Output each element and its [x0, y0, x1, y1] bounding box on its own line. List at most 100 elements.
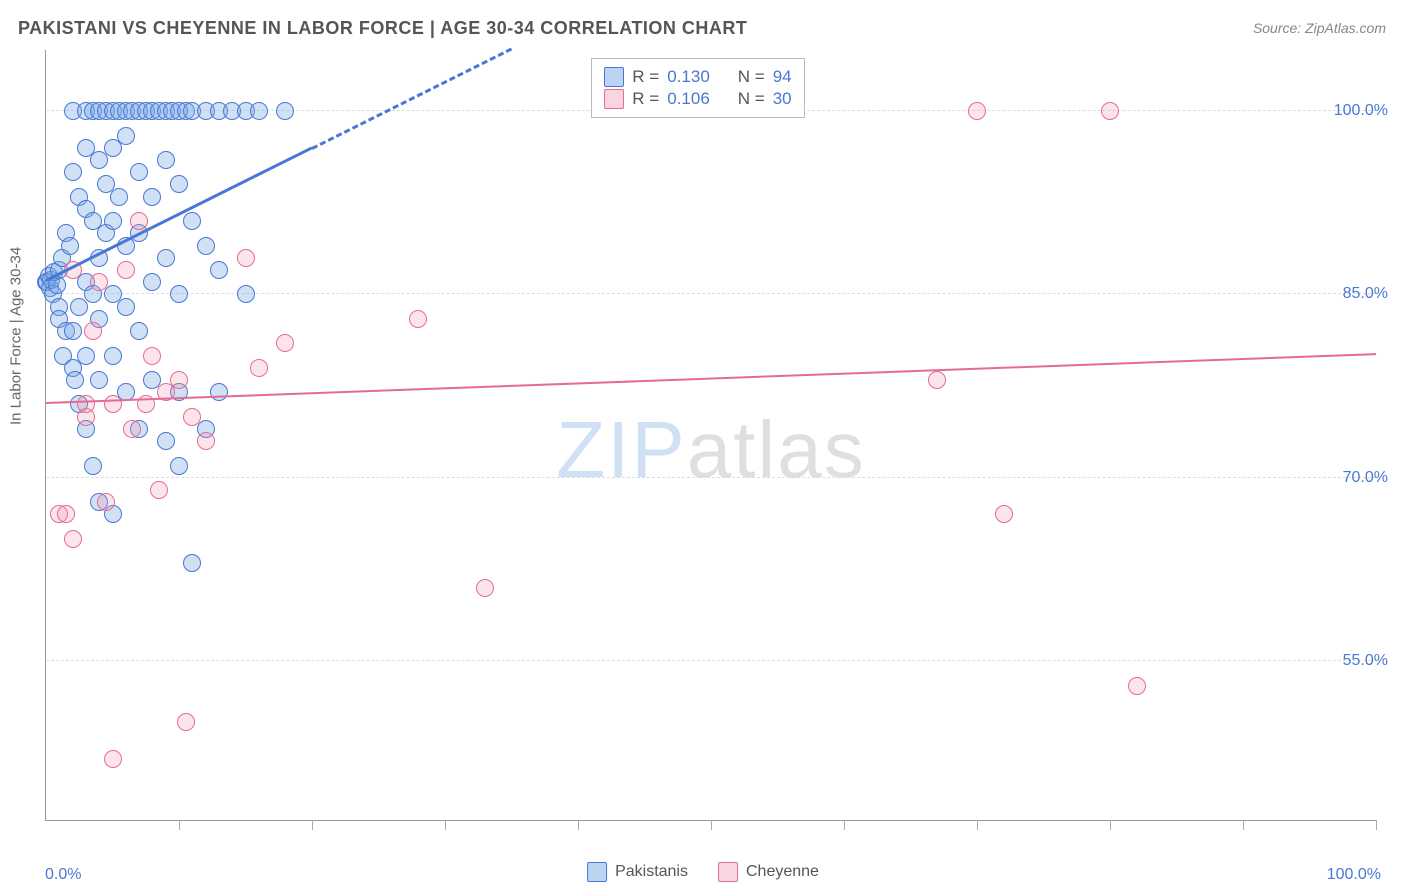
data-point [250, 102, 268, 120]
data-point [64, 530, 82, 548]
data-point [250, 359, 268, 377]
data-point [104, 347, 122, 365]
y-tick-label: 55.0% [1343, 652, 1388, 670]
data-point [64, 163, 82, 181]
r-label: R = [632, 67, 659, 87]
data-point [210, 261, 228, 279]
data-point [183, 212, 201, 230]
trend-line [311, 47, 512, 149]
data-point [276, 102, 294, 120]
legend-item: Cheyenne [718, 862, 819, 882]
data-point [197, 432, 215, 450]
legend-stats-row: R = 0.106 N = 30 [604, 89, 791, 109]
x-tick [578, 820, 579, 830]
data-point [84, 457, 102, 475]
x-tick [1243, 820, 1244, 830]
source-label: Source: ZipAtlas.com [1253, 20, 1386, 36]
data-point [90, 371, 108, 389]
data-point [110, 188, 128, 206]
r-value: 0.106 [667, 89, 710, 109]
y-tick-label: 100.0% [1334, 102, 1388, 120]
data-point [130, 212, 148, 230]
trend-line [46, 354, 1376, 405]
n-label: N = [738, 89, 765, 109]
data-point [928, 371, 946, 389]
data-point [66, 371, 84, 389]
data-point [237, 249, 255, 267]
data-point [130, 322, 148, 340]
data-point [61, 237, 79, 255]
data-point [170, 285, 188, 303]
watermark: ZIPatlas [556, 404, 865, 496]
data-point [143, 188, 161, 206]
y-tick-label: 70.0% [1343, 469, 1388, 487]
data-point [64, 322, 82, 340]
legend-label: Cheyenne [746, 863, 819, 881]
x-tick [977, 820, 978, 830]
legend-label: Pakistanis [615, 863, 688, 881]
data-point [183, 408, 201, 426]
bottom-legend: Pakistanis Cheyenne [587, 862, 819, 882]
x-tick [445, 820, 446, 830]
data-point [117, 127, 135, 145]
grid-line-h [46, 660, 1376, 661]
x-tick [1110, 820, 1111, 830]
data-point [476, 579, 494, 597]
legend-stats-row: R = 0.130 N = 94 [604, 67, 791, 87]
x-axis-end-label: 100.0% [1327, 866, 1381, 884]
data-point [90, 273, 108, 291]
legend-swatch [604, 67, 624, 87]
data-point [143, 347, 161, 365]
data-point [143, 273, 161, 291]
grid-line-h [46, 477, 1376, 478]
r-label: R = [632, 89, 659, 109]
plot-area: ZIPatlas R = 0.130 N = 94 R = 0.106 N = 30 [45, 50, 1376, 821]
y-axis-label: In Labor Force | Age 30-34 [8, 247, 25, 425]
data-point [130, 163, 148, 181]
watermark-atlas: atlas [687, 405, 866, 494]
data-point [104, 395, 122, 413]
legend-stats-box: R = 0.130 N = 94 R = 0.106 N = 30 [591, 58, 804, 118]
data-point [77, 395, 95, 413]
data-point [97, 493, 115, 511]
x-axis-start-label: 0.0% [45, 866, 81, 884]
data-point [157, 249, 175, 267]
data-point [409, 310, 427, 328]
data-point [183, 554, 201, 572]
data-point [1128, 677, 1146, 695]
data-point [276, 334, 294, 352]
data-point [123, 420, 141, 438]
data-point [84, 322, 102, 340]
n-label: N = [738, 67, 765, 87]
n-value: 30 [773, 89, 792, 109]
r-value: 0.130 [667, 67, 710, 87]
data-point [177, 713, 195, 731]
data-point [150, 481, 168, 499]
data-point [210, 383, 228, 401]
x-tick [844, 820, 845, 830]
data-point [170, 371, 188, 389]
data-point [170, 457, 188, 475]
data-point [104, 212, 122, 230]
watermark-zip: ZIP [556, 405, 686, 494]
x-tick [711, 820, 712, 830]
data-point [995, 505, 1013, 523]
chart-title: PAKISTANI VS CHEYENNE IN LABOR FORCE | A… [18, 18, 747, 39]
legend-item: Pakistanis [587, 862, 688, 882]
x-tick [312, 820, 313, 830]
n-value: 94 [773, 67, 792, 87]
data-point [117, 261, 135, 279]
legend-swatch [604, 89, 624, 109]
data-point [1101, 102, 1119, 120]
data-point [237, 285, 255, 303]
data-point [77, 347, 95, 365]
legend-swatch [718, 862, 738, 882]
x-tick [1376, 820, 1377, 830]
x-tick [179, 820, 180, 830]
data-point [57, 505, 75, 523]
data-point [104, 750, 122, 768]
data-point [157, 432, 175, 450]
data-point [157, 151, 175, 169]
data-point [170, 175, 188, 193]
data-point [197, 237, 215, 255]
